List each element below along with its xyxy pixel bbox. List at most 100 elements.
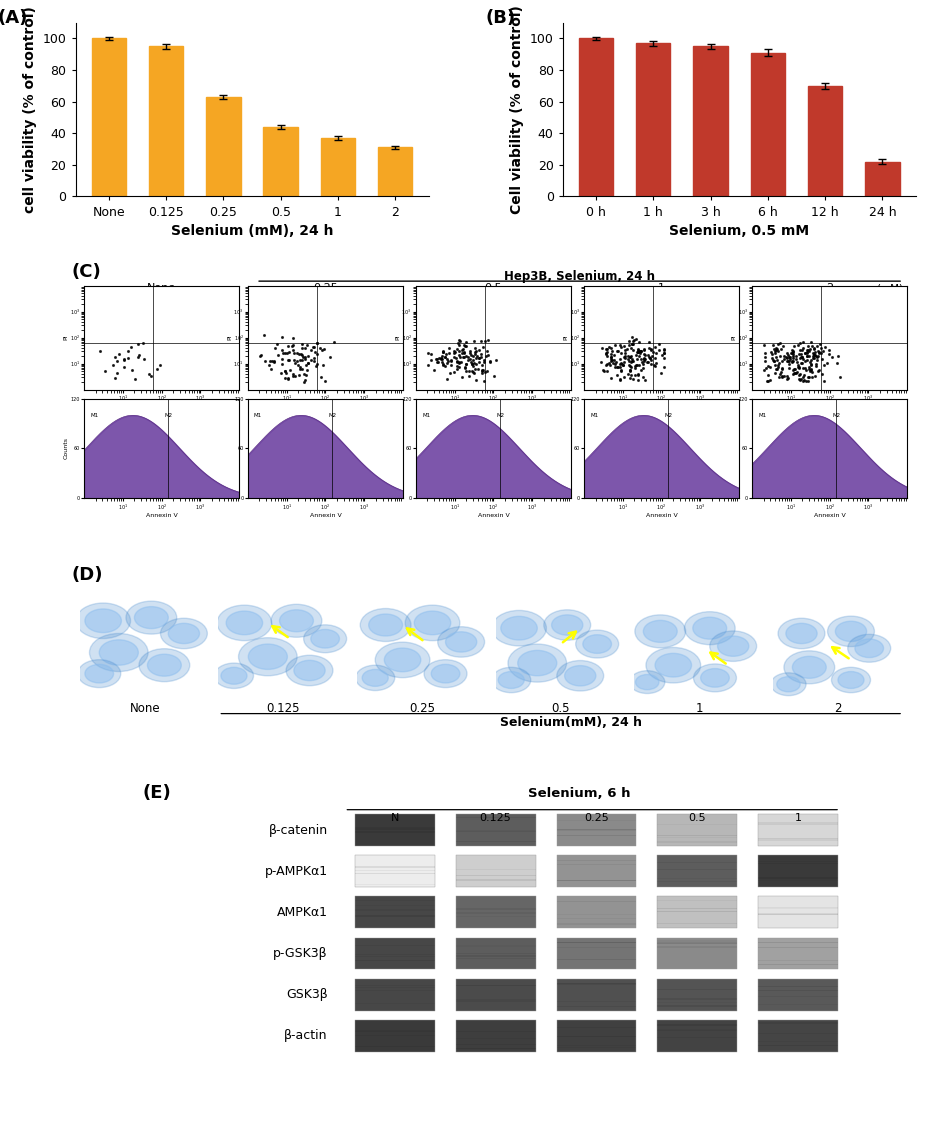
Point: [135, 334, 150, 352]
Point: [785, 365, 801, 383]
Ellipse shape: [279, 610, 313, 632]
Y-axis label: PI: PI: [732, 335, 736, 341]
Point: [771, 342, 786, 360]
Ellipse shape: [168, 623, 199, 644]
Point: [459, 361, 474, 379]
Point: [656, 358, 671, 376]
Point: [598, 344, 614, 362]
Bar: [355, 1019, 434, 1051]
Point: [767, 352, 782, 370]
Point: [806, 345, 821, 364]
Bar: [355, 869, 434, 870]
Bar: [758, 937, 838, 970]
Point: [120, 349, 135, 367]
Point: [306, 349, 321, 367]
Point: [292, 344, 307, 362]
Point: [436, 343, 451, 361]
Point: [307, 352, 322, 370]
Point: [480, 362, 495, 380]
Bar: [456, 875, 535, 876]
Point: [789, 352, 804, 370]
Bar: [557, 879, 636, 881]
Text: 1: 1: [658, 283, 665, 294]
Point: [315, 356, 330, 374]
Point: [811, 343, 826, 361]
Bar: [557, 937, 636, 970]
Point: [757, 344, 772, 362]
Point: [456, 344, 471, 362]
Point: [777, 367, 792, 385]
Point: [793, 349, 808, 367]
Point: [768, 348, 784, 366]
Point: [286, 367, 301, 385]
Point: [286, 351, 301, 369]
Point: [452, 332, 467, 350]
Point: [757, 352, 772, 370]
Text: None: None: [147, 283, 177, 294]
Point: [783, 348, 798, 366]
Text: 0.125: 0.125: [480, 813, 512, 823]
Point: [263, 360, 278, 378]
Point: [327, 333, 342, 351]
Point: [622, 361, 637, 379]
Bar: [758, 913, 838, 914]
Point: [636, 359, 651, 377]
Point: [276, 344, 291, 362]
Point: [651, 341, 666, 359]
Point: [478, 364, 493, 382]
Ellipse shape: [85, 664, 113, 683]
Point: [628, 366, 643, 384]
Text: M1: M1: [90, 412, 98, 418]
Bar: [456, 869, 535, 870]
Point: [630, 350, 645, 368]
Bar: [355, 990, 434, 991]
Point: [801, 358, 817, 376]
Point: [459, 333, 474, 351]
Point: [811, 344, 826, 362]
Text: 2: 2: [834, 702, 842, 716]
Bar: [355, 832, 434, 833]
Point: [464, 361, 480, 379]
Ellipse shape: [848, 634, 891, 663]
Point: [648, 349, 663, 367]
Point: [262, 352, 278, 370]
Point: [466, 348, 481, 366]
Bar: [758, 896, 838, 928]
Ellipse shape: [424, 659, 467, 688]
Point: [489, 351, 504, 369]
Bar: [758, 990, 838, 991]
Text: 0.5: 0.5: [484, 283, 502, 294]
Point: [644, 356, 659, 374]
Point: [127, 369, 143, 387]
Bar: [557, 914, 636, 916]
Point: [428, 350, 443, 368]
Point: [300, 348, 315, 366]
Bar: [657, 1036, 737, 1038]
X-axis label: Annexin V: Annexin V: [646, 404, 678, 410]
Point: [621, 332, 636, 350]
Point: [615, 356, 631, 374]
Point: [768, 341, 784, 359]
Point: [815, 365, 830, 383]
Point: [631, 370, 646, 388]
Point: [270, 345, 285, 364]
Point: [774, 367, 789, 385]
Point: [765, 345, 780, 364]
Point: [458, 359, 473, 377]
Point: [466, 364, 481, 382]
Point: [449, 352, 464, 370]
Bar: [557, 983, 636, 984]
Point: [800, 351, 815, 369]
Point: [772, 368, 787, 386]
Bar: [657, 1029, 737, 1030]
Point: [804, 333, 819, 351]
Point: [434, 350, 449, 368]
Bar: [657, 979, 737, 1010]
Point: [106, 356, 121, 374]
Ellipse shape: [517, 650, 557, 676]
Point: [470, 347, 485, 365]
Point: [452, 348, 467, 366]
Point: [785, 361, 801, 379]
Point: [802, 340, 818, 358]
Point: [275, 355, 290, 373]
